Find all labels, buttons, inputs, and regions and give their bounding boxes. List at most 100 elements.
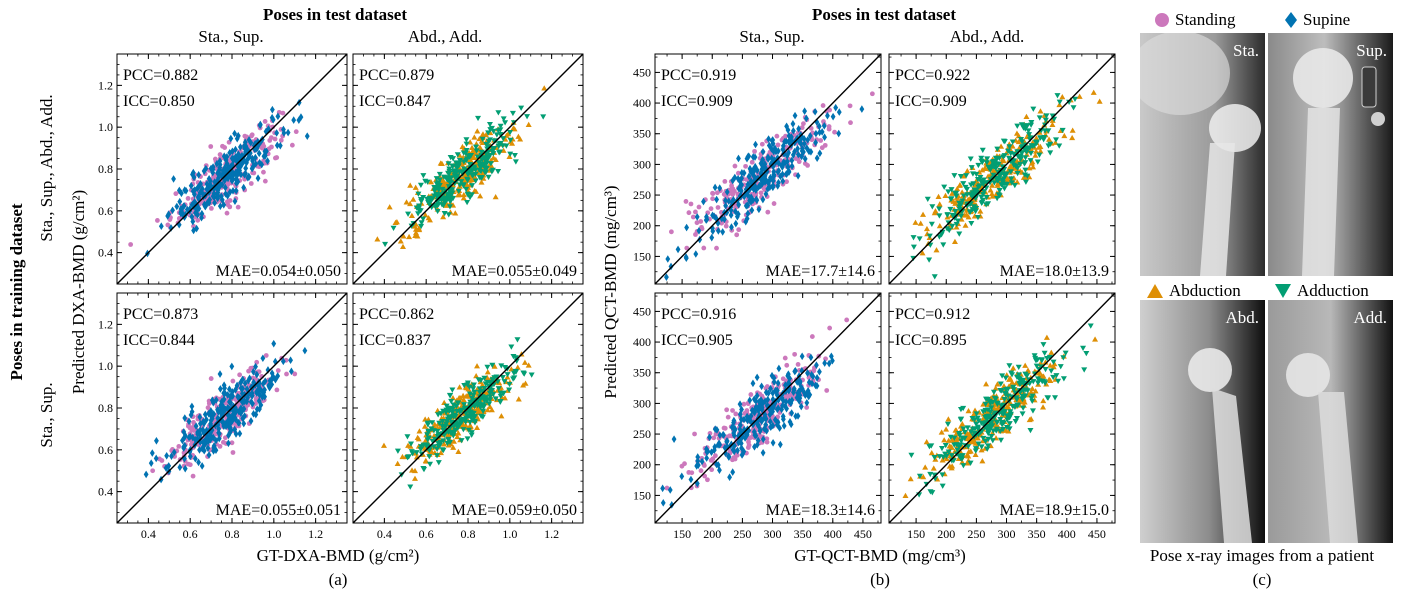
point-abduction bbox=[995, 404, 1002, 410]
point-adduction bbox=[939, 472, 946, 478]
point-adduction bbox=[1011, 182, 1018, 189]
point-adduction bbox=[509, 110, 516, 117]
point-adduction bbox=[961, 435, 968, 442]
point-supine bbox=[204, 180, 210, 188]
point-adduction bbox=[436, 420, 443, 427]
point-abduction bbox=[938, 429, 945, 435]
point-supine bbox=[246, 173, 252, 181]
point-supine bbox=[215, 414, 221, 423]
point-supine bbox=[189, 200, 195, 209]
point-abduction bbox=[1047, 362, 1054, 368]
point-standing bbox=[775, 142, 781, 148]
point-abduction bbox=[1040, 397, 1047, 404]
point-adduction bbox=[1060, 376, 1067, 382]
point-supine bbox=[772, 415, 778, 424]
point-adduction bbox=[972, 208, 979, 215]
point-adduction bbox=[455, 400, 462, 406]
point-standing bbox=[732, 456, 738, 462]
point-adduction bbox=[461, 406, 468, 412]
point-abduction bbox=[492, 193, 499, 200]
point-standing bbox=[793, 156, 799, 161]
point-adduction bbox=[1080, 345, 1087, 352]
point-adduction bbox=[986, 419, 993, 425]
y-tick-label: 0.6 bbox=[98, 204, 113, 218]
point-abduction bbox=[393, 219, 400, 225]
point-adduction bbox=[415, 205, 422, 211]
point-abduction bbox=[511, 126, 518, 132]
point-supine bbox=[192, 190, 197, 199]
x-tick-label: 400 bbox=[824, 527, 842, 541]
point-standing bbox=[222, 145, 228, 150]
point-abduction bbox=[399, 453, 406, 460]
point-adduction bbox=[944, 421, 951, 427]
point-adduction bbox=[951, 173, 958, 179]
point-abduction bbox=[394, 460, 401, 467]
point-supine bbox=[177, 197, 183, 206]
xray-standing: Sta. bbox=[1140, 33, 1265, 276]
point-adduction bbox=[948, 187, 955, 193]
point-supine bbox=[196, 171, 202, 179]
point-adduction bbox=[471, 389, 478, 395]
point-supine bbox=[809, 370, 814, 379]
point-supine bbox=[797, 391, 803, 400]
point-adduction bbox=[466, 154, 473, 161]
point-supine bbox=[208, 185, 213, 194]
point-adduction bbox=[486, 401, 493, 407]
point-adduction bbox=[995, 192, 1002, 198]
point-supine bbox=[280, 357, 286, 366]
point-adduction bbox=[430, 444, 437, 450]
point-abduction bbox=[471, 134, 478, 140]
circle-icon bbox=[1155, 13, 1169, 27]
point-supine bbox=[703, 216, 709, 224]
point-adduction bbox=[992, 410, 999, 416]
point-supine bbox=[250, 367, 256, 376]
point-abduction bbox=[936, 201, 943, 207]
point-supine bbox=[747, 396, 753, 405]
point-adduction bbox=[421, 466, 428, 473]
point-adduction bbox=[521, 371, 528, 377]
point-supine bbox=[744, 185, 749, 194]
point-supine bbox=[813, 381, 818, 390]
point-adduction bbox=[472, 171, 479, 178]
point-adduction bbox=[487, 127, 494, 133]
point-supine bbox=[203, 164, 209, 173]
point-supine bbox=[274, 129, 280, 137]
point-adduction bbox=[1059, 127, 1066, 134]
point-standing bbox=[690, 214, 696, 220]
point-supine bbox=[218, 192, 224, 201]
point-standing bbox=[729, 188, 734, 194]
point-adduction bbox=[489, 167, 496, 174]
point-adduction bbox=[458, 179, 465, 185]
point-abduction bbox=[964, 430, 971, 437]
point-abduction bbox=[525, 362, 532, 368]
point-adduction bbox=[1020, 388, 1027, 394]
point-adduction bbox=[970, 191, 977, 197]
point-supine bbox=[765, 153, 771, 162]
point-adduction bbox=[1003, 424, 1010, 431]
point-supine bbox=[814, 154, 820, 162]
point-standing bbox=[272, 136, 278, 142]
point-standing bbox=[702, 473, 708, 479]
point-adduction bbox=[910, 235, 917, 241]
point-supine bbox=[732, 424, 738, 433]
point-adduction bbox=[1081, 367, 1088, 373]
point-adduction bbox=[507, 151, 514, 157]
point-standing bbox=[748, 392, 754, 397]
point-adduction bbox=[988, 405, 995, 411]
point-supine bbox=[257, 405, 262, 413]
icc-label: ICC=0.847 bbox=[359, 93, 431, 110]
point-adduction bbox=[420, 173, 427, 179]
point-supine bbox=[720, 228, 726, 236]
point-supine bbox=[787, 137, 793, 146]
point-supine bbox=[262, 147, 268, 156]
point-standing bbox=[249, 133, 254, 139]
point-adduction bbox=[479, 157, 486, 163]
point-standing bbox=[735, 170, 741, 176]
point-adduction bbox=[977, 175, 984, 181]
point-abduction bbox=[923, 438, 930, 445]
point-abduction bbox=[923, 225, 930, 232]
point-abduction bbox=[988, 190, 995, 197]
point-supine bbox=[814, 374, 820, 382]
point-abduction bbox=[928, 449, 935, 456]
point-supine bbox=[192, 454, 198, 463]
